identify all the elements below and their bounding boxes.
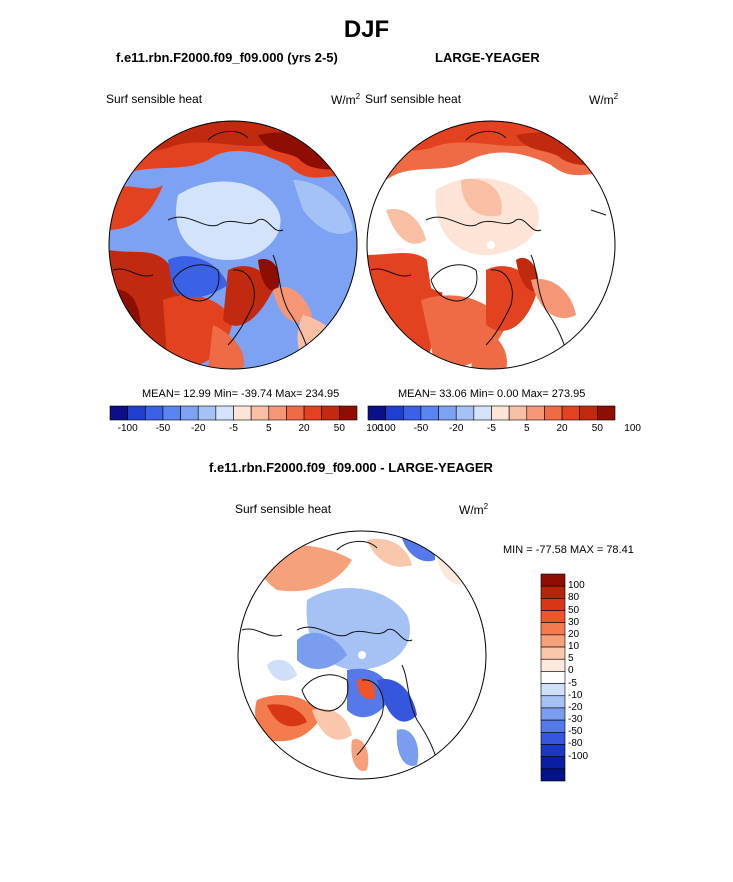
left-colorbar-swatch <box>303 405 323 421</box>
diff-colorbar-tick-label: 80 <box>568 592 580 604</box>
right-colorbar-swatch <box>420 405 439 421</box>
right-colorbar-swatch <box>367 405 386 421</box>
right-colorbar-tick-label: 20 <box>556 423 568 434</box>
left-colorbar-swatch <box>127 405 146 421</box>
right-stats: MEAN= 33.06 Min= 0.00 Max= 273.95 <box>398 388 586 400</box>
left-colorbar-tick-label: 20 <box>298 423 310 434</box>
diff-colorbar-tick-label: 20 <box>568 628 580 640</box>
right-colorbar-tick-label: -20 <box>448 423 464 434</box>
right-colorbar <box>367 405 616 421</box>
diff-units-label: W/m2 <box>459 502 489 517</box>
diff-colorbar-swatch <box>540 671 566 684</box>
right-case-title: LARGE-YEAGER <box>435 50 540 65</box>
diff-colorbar-tick-label: 50 <box>568 604 580 616</box>
diff-colorbar-swatch <box>540 683 566 697</box>
diff-colorbar-swatch <box>540 598 566 611</box>
page-title: DJF <box>343 16 390 43</box>
diff-colorbar-tick-label: -80 <box>568 738 583 750</box>
right-colorbar-swatch <box>491 405 510 421</box>
right-colorbar-tick-label: -50 <box>413 423 429 434</box>
left-colorbar-tick-label: -50 <box>155 423 171 434</box>
diff-title: f.e11.rbn.F2000.f09_f09.000 - LARGE-YEAG… <box>209 460 493 475</box>
left-colorbar-swatch <box>162 405 181 421</box>
left-colorbar-tick-label: 50 <box>333 423 345 434</box>
left-variable-label: Surf sensible heat <box>106 92 203 106</box>
right-colorbar-tick-label: -100 <box>375 423 396 434</box>
left-colorbar-swatch <box>286 405 305 421</box>
diff-colorbar-tick-label: 100 <box>568 580 585 592</box>
diff-colorbar-swatch <box>540 646 566 660</box>
diff-colorbar-swatch <box>540 585 566 599</box>
diff-colorbar-tick-label: -30 <box>568 714 583 726</box>
diff-colorbar-swatch <box>540 695 566 709</box>
diff-colorbar-swatch <box>540 707 566 721</box>
diff-colorbar-tick-label: 5 <box>568 653 574 665</box>
diff-colorbar-swatch <box>540 768 566 782</box>
diff-colorbar-tick-label: -5 <box>568 677 577 689</box>
left-colorbar-swatch <box>197 405 217 421</box>
diff-colorbar <box>540 573 566 782</box>
left-colorbar <box>109 405 358 421</box>
left-colorbar-swatch <box>268 405 287 421</box>
right-colorbar-swatch <box>508 405 528 421</box>
right-colorbar-swatch <box>579 405 598 421</box>
diff-colorbar-swatch <box>540 756 566 770</box>
right-colorbar-swatch <box>561 405 581 421</box>
right-colorbar-swatch <box>597 405 616 421</box>
diff-colorbar-swatch <box>540 634 566 648</box>
right-colorbar-swatch <box>438 405 457 421</box>
diff-colorbar-swatch <box>540 658 566 672</box>
left-colorbar-swatch <box>321 405 340 421</box>
left-colorbar-swatch <box>180 405 199 421</box>
right-colorbar-swatch <box>544 405 563 421</box>
left-colorbar-swatch <box>250 405 270 421</box>
left-stats: MEAN= 12.99 Min= -39.74 Max= 234.95 <box>142 388 340 400</box>
right-units-label: W/m2 <box>589 92 619 107</box>
left-colorbar-swatch <box>109 405 128 421</box>
right-colorbar-swatch <box>385 405 404 421</box>
right-colorbar-swatch <box>473 405 492 421</box>
diff-colorbar-swatch <box>540 610 566 624</box>
left-colorbar-swatch <box>144 405 164 421</box>
diff-colorbar-tick-label: 30 <box>568 616 580 628</box>
right-colorbar-tick-label: 50 <box>591 423 603 434</box>
diff-colorbar-tick-label: 10 <box>568 641 580 653</box>
diff-polar-map <box>237 530 487 780</box>
left-polar-map <box>108 120 358 370</box>
left-units-label: W/m2 <box>331 92 361 107</box>
left-colorbar-tick-label: 100 <box>366 423 383 434</box>
left-colorbar-swatch <box>339 405 358 421</box>
diff-colorbar-tick-label: -50 <box>568 726 583 738</box>
diff-colorbar-swatch <box>540 731 566 745</box>
left-colorbar-tick-label: -5 <box>229 423 238 434</box>
diff-colorbar-swatch <box>540 573 566 587</box>
diff-colorbar-tick-label: -100 <box>568 750 589 762</box>
right-variable-label: Surf sensible heat <box>365 92 462 106</box>
diff-colorbar-swatch <box>540 744 566 757</box>
left-colorbar-swatch <box>215 405 234 421</box>
right-colorbar-tick-label: -5 <box>487 423 496 434</box>
right-colorbar-swatch <box>526 405 545 421</box>
right-colorbar-tick-label: 5 <box>524 423 530 434</box>
left-colorbar-tick-label: -100 <box>117 423 138 434</box>
right-colorbar-swatch <box>455 405 475 421</box>
right-colorbar-tick-label: 100 <box>624 423 641 434</box>
left-colorbar-tick-label: 5 <box>266 423 272 434</box>
left-colorbar-tick-label: -20 <box>190 423 206 434</box>
diff-colorbar-swatch <box>540 622 566 636</box>
diff-colorbar-tick-label: -20 <box>568 701 583 713</box>
left-colorbar-swatch <box>233 405 252 421</box>
diff-colorbar-swatch <box>540 719 566 733</box>
diff-colorbar-tick-label: -10 <box>568 689 583 701</box>
diff-stats: MIN = -77.58 MAX = 78.41 <box>503 544 634 556</box>
diff-variable-label: Surf sensible heat <box>235 502 332 516</box>
left-case-title: f.e11.rbn.F2000.f09_f09.000 (yrs 2-5) <box>116 50 338 65</box>
diff-colorbar-tick-label: 0 <box>568 665 574 677</box>
right-polar-map <box>366 120 616 370</box>
right-colorbar-swatch <box>402 405 422 421</box>
